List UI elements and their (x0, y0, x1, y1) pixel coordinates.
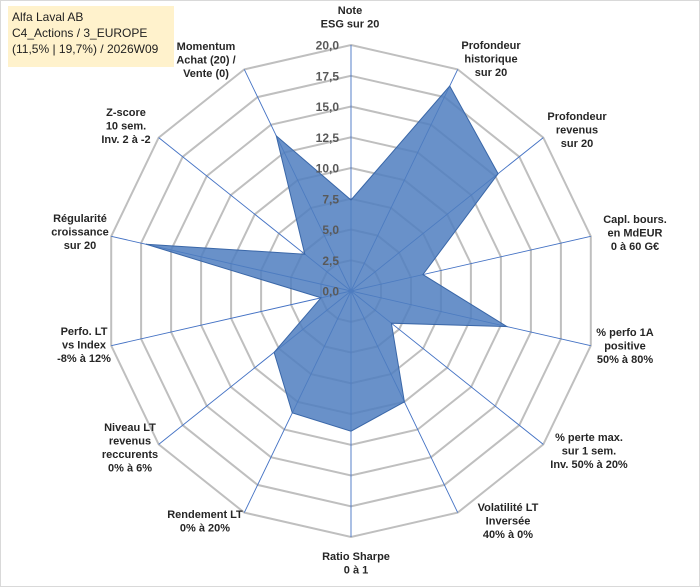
axis-label: Capl. bours. en MdEUR 0 à 60 G€ (603, 214, 667, 253)
tick-label: 12,5 (316, 131, 340, 145)
company-name: Alfa Laval AB (12, 10, 84, 24)
axis-label: Rendement LT 0% à 20% (167, 509, 243, 535)
series-area (145, 85, 509, 432)
portfolio-category: C4_Actions / 3_EUROPE (12, 26, 148, 40)
axis-spoke (111, 290, 352, 347)
axis-label: Profondeur revenus sur 20 (547, 111, 607, 150)
performance-week: (11,5% | 19,7%) / 2026W09 (12, 42, 159, 56)
axis-label: Régularité croissance sur 20 (51, 213, 108, 252)
radar-series (145, 85, 509, 432)
tick-label: 0,0 (322, 285, 339, 299)
radar-axis-labels: Note ESG sur 20 Profondeur historique sur 20… (51, 5, 667, 577)
tick-label: 5,0 (322, 223, 339, 237)
tick-label: 15,0 (316, 100, 340, 114)
chart-title-box: Alfa Laval AB C4_Actions / 3_EUROPE (11,… (8, 6, 174, 67)
axis-label: Profondeur historique sur 20 (461, 40, 521, 79)
axis-label: % perfo 1A positive 50% à 80% (596, 327, 654, 366)
tick-label: 17,5 (316, 69, 340, 83)
tick-label: 20,0 (316, 39, 340, 53)
axis-label: Volatilité LT Inversée 40% à 0% (478, 502, 539, 541)
axis-label: Ratio Sharpe 0 à 1 (322, 551, 390, 577)
axis-label: Niveau LT revenus reccurents 0% à 6% (102, 422, 158, 475)
radar-tick-labels: 0,0 2,5 5,0 7,5 10,0 12,5 15,0 17,5 20,0 (316, 39, 340, 299)
axis-label: Momentum Achat (20) / Vente (0) (176, 41, 235, 80)
axis-label: % perte max. sur 1 sem. Inv. 50% à 20% (550, 432, 628, 471)
tick-label: 10,0 (316, 162, 340, 176)
axis-label: Perfo. LT vs Index -8% à 12% (57, 326, 111, 365)
axis-label: Note ESG sur 20 (321, 5, 380, 31)
tick-label: 2,5 (322, 254, 339, 268)
axis-label: Z-score 10 sem. Inv. 2 à -2 (101, 107, 150, 146)
tick-label: 7,5 (322, 192, 339, 206)
